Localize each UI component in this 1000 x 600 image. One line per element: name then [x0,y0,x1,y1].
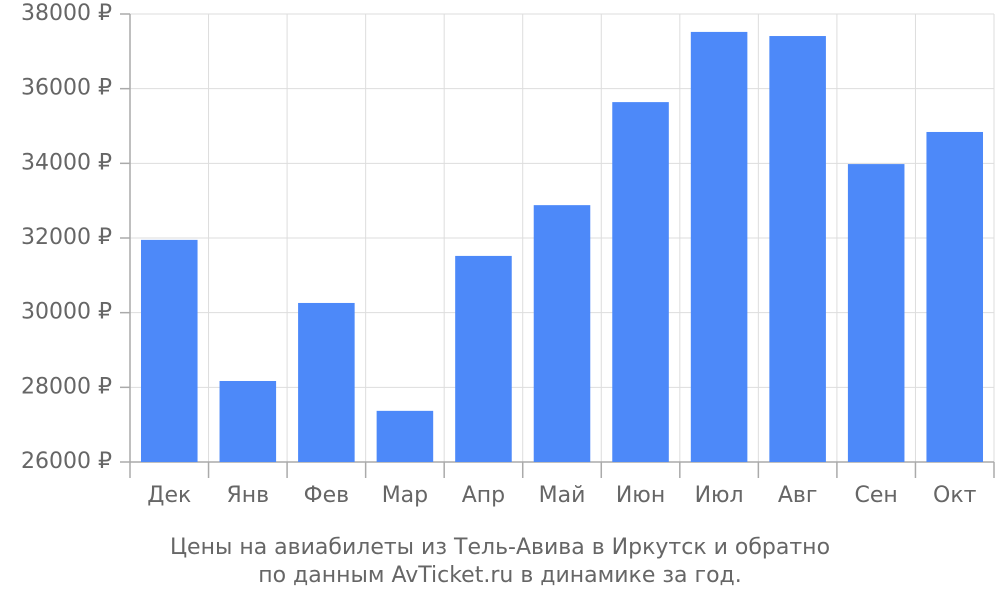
x-tick-label: Дек [147,483,191,508]
caption-line: Цены на авиабилеты из Тель-Авива в Иркут… [170,535,830,560]
y-tick-label: 28000 ₽ [21,374,112,399]
x-tick-label: Окт [933,483,977,508]
x-tick-label: Фев [304,483,349,508]
bar [612,102,669,463]
x-tick-label: Апр [462,483,505,508]
bar [298,302,355,462]
bar [455,255,512,462]
bar [219,380,277,462]
x-tick-label: Авг [778,483,818,508]
x-tick-label: Июн [616,483,665,508]
y-tick-label: 38000 ₽ [21,1,112,26]
x-tick-label: Июл [695,483,744,508]
x-tick-label: Мар [382,483,428,508]
bar [140,239,198,462]
y-tick-label: 36000 ₽ [21,76,112,101]
caption-line: по данным AvTicket.ru в динамике за год. [258,563,742,588]
bar [533,205,591,462]
x-tick-label: Янв [226,483,269,508]
y-tick-label: 30000 ₽ [21,300,112,325]
x-tick-label: Сен [855,483,898,508]
y-tick-label: 32000 ₽ [21,225,112,250]
bar [847,164,905,462]
bar [690,31,748,462]
y-tick-label: 26000 ₽ [21,449,112,474]
bar [376,410,434,462]
x-tick-label: Май [539,483,586,508]
bar [769,36,826,462]
bar [926,131,984,462]
y-tick-label: 34000 ₽ [21,150,112,175]
